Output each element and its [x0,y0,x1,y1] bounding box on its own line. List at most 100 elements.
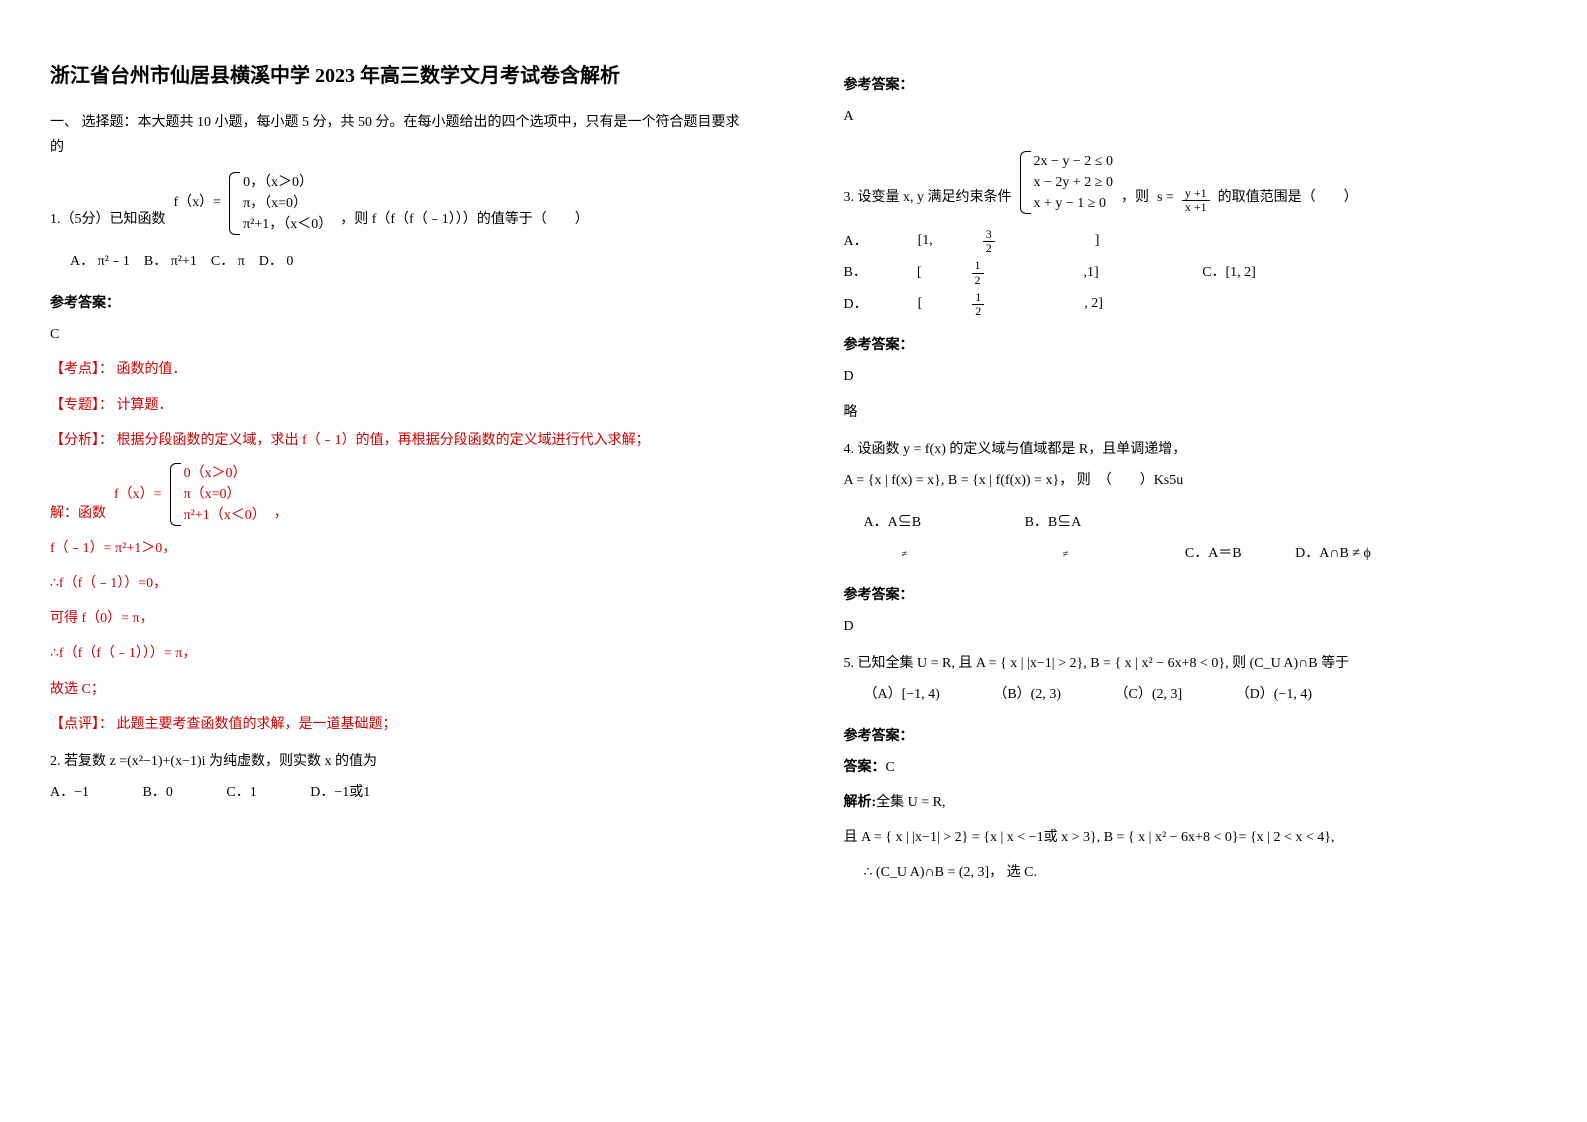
q1-piece3: π²+1，（x＜0） [243,214,332,235]
q3-optD-den: 2 [972,305,984,318]
q3-prefix: 3. 设变量 x, y 满足约束条件 [844,183,1012,214]
q1-answer-letter: C [50,322,744,347]
q1-answer-label: 参考答案： [50,292,744,312]
q5-answer-row: 答案：C [844,755,1538,780]
q3-optA-pre: A． [844,227,868,258]
q3-optC: C．[1, 2] [1202,258,1256,289]
q3-optD-l: [ [918,289,923,320]
q5-answer: C [886,760,895,775]
q2-options: A．−1 B．0 C．1 D．−1或1 [50,778,744,809]
q3-optB-pre: B． [844,258,867,289]
q4-answer-label: 参考答案： [844,584,1538,604]
question-2: 2. 若复数 z =(x²−1)+(x−1)i 为纯虚数，则实数 x 的值为 A… [50,747,744,809]
q4-optB-sub: ≠ [1063,544,1069,566]
q1-prefix: 1.（5分）已知函数 [50,205,166,236]
q5-optD: （D）(−1, 4) [1236,680,1312,711]
q3-optD-pre: D． [844,290,868,321]
q3-optA-den: 2 [983,242,995,255]
q3-optD-num: 1 [972,291,984,305]
q3-optA-r: ] [1095,226,1100,257]
q1-sol-line1: f（﹣1）= π²+1＞0， [50,536,744,561]
q3-optD: D． [12 , 2] [844,289,1153,320]
q3-constraints: 2x − y − 2 ≤ 0 x − 2y + 2 ≥ 0 x + y − 1 … [1020,151,1113,214]
q1-suffix: ，则 f（f（f（﹣1）））的值等于（ ） [340,205,589,236]
q4-answer: D [844,614,1538,639]
q3-options: A．[1,32] B．[12,1] C．[1, 2] D．[12, 2] [844,226,1538,320]
q1-sol-suffix: ， [274,501,288,526]
question-4: 4. 设函数 y = f(x) 的定义域与值域都是 R，且单调递增， A = {… [844,435,1538,570]
q1-topic: 【专题】： 计算题． [50,393,744,418]
q1-options: A． π²﹣1 B． π²+1 C． π D． 0 [70,247,744,278]
q1-topic-text: 计算题． [113,398,173,413]
q5-optC: （C）(2, 3] [1115,680,1183,711]
q1-review-text: 此题主要考查函数值的求解，是一道基础题； [113,717,397,732]
q3-optD-frac: 12 [972,291,1034,318]
q3-optB-r: ,1] [1084,258,1099,289]
q2-answer-label: 参考答案： [844,74,1538,94]
q3-optA: A．[1,32] [844,226,1150,257]
q5-expl-label: 解析: [844,795,877,810]
q3-s-frac: y +1 x +1 [1182,187,1210,214]
q3-optB-den: 2 [972,274,984,287]
q1-point-label: 【考点】： [50,362,113,377]
q3-optD-r: , 2] [1084,289,1103,320]
q1-analysis: 【分析】： 根据分段函数的定义域，求出 f（﹣1）的值，再根据分段函数的定义域进… [50,428,744,453]
q1-piece2: π，（x=0） [243,193,332,214]
left-column: 浙江省台州市仙居县横溪中学 2023 年高三数学文月考试卷含解析 一、 选择题：… [0,0,794,1122]
q1-point-text: 函数的值． [113,362,187,377]
q5-expl: 解析:全集 U = R, [844,790,1538,815]
q4-optB: B．B⊆A ≠ [1025,508,1132,570]
q3-s-eq: s = [1157,183,1174,214]
q2-optB: B．0 [143,778,173,809]
q4-text2: A = {x | f(x) = x}, B = {x | f(f(x)) = x… [844,466,1538,497]
q3-optB-l: [ [917,258,922,289]
q3-suffix: 的取值范围是（ ） [1218,183,1358,214]
q3-omit: 略 [844,400,1538,425]
q5-text: 5. 已知全集 U = R, 且 A = { x | |x−1| > 2}, B… [844,649,1538,680]
q1-review: 【点评】： 此题主要考查函数值的求解，是一道基础题； [50,712,744,737]
q2-optA: A．−1 [50,778,89,809]
q4-optC: C．A＝B [1185,539,1242,570]
q3-optA-num: 3 [983,228,995,242]
q3-c2: x − 2y + 2 ≥ 0 [1034,172,1113,193]
section-header: 一、 选择题：本大题共 10 小题，每小题 5 分，共 50 分。在每小题给出的… [50,110,744,160]
q5-answer-label: 参考答案： [844,725,1538,745]
q1-piece1: 0，（x＞0） [243,172,332,193]
q5-options: （A）[−1, 4) （B）(2, 3) （C）(2, 3] （D）(−1, 4… [864,680,1538,711]
q5-expl2: 且 A = { x | |x−1| > 2} = {x | x < −1或 x … [844,825,1538,850]
q1-analysis-label: 【分析】： [50,433,113,448]
q3-optB: B．[12,1] [844,258,1149,289]
q1-fx-label: f（x）= [174,188,222,219]
q1-sol-line2: ∴f（f（﹣1））=0， [50,571,744,596]
q4-optB-main: B．B⊆A [1025,508,1082,539]
q4-optA-main: A．A⊆B [864,508,922,539]
q1-sol-line5: 故选 C； [50,677,744,702]
q5-expl3: ∴ (C_U A)∩B = (2, 3]， 选 C. [864,860,1538,885]
q4-optA-sub: ≠ [902,544,908,566]
q1-sol-piecewise: 0（x＞0） π（x=0） π²+1（x＜0） [170,463,266,526]
q1-sol-line4: ∴f（f（f（﹣1）））= π， [50,641,744,666]
q2-optC: C．1 [226,778,256,809]
question-1: 1.（5分）已知函数 f（x）= 0，（x＞0） π，（x=0） π²+1，（x… [50,172,744,278]
q5-ans-label: 答案： [844,760,886,775]
q1-sol-piece2: π（x=0） [184,484,266,505]
q4-options: A．A⊆B ≠ B．B⊆A ≠ C．A＝B D．A∩B ≠ ϕ [864,508,1538,570]
q1-topic-label: 【专题】： [50,398,113,413]
question-5: 5. 已知全集 U = R, 且 A = { x | |x−1| > 2}, B… [844,649,1538,711]
q3-answer: D [844,364,1538,389]
q3-c1: 2x − y − 2 ≤ 0 [1034,151,1113,172]
q3-optA-frac: 32 [983,228,1045,255]
q4-optD: D．A∩B ≠ ϕ [1295,539,1371,570]
q3-s-num: y +1 [1182,187,1210,201]
q1-analysis-text: 根据分段函数的定义域，求出 f（﹣1）的值，再根据分段函数的定义域进行代入求解； [113,433,650,448]
q1-point: 【考点】： 函数的值． [50,357,744,382]
q3-c3: x + y − 1 ≥ 0 [1034,193,1113,214]
q3-answer-label: 参考答案： [844,334,1538,354]
q2-text: 2. 若复数 z =(x²−1)+(x−1)i 为纯虚数，则实数 x 的值为 [50,747,744,778]
q1-sol-line3: 可得 f（0）= π， [50,606,744,631]
q4-optA: A．A⊆B ≠ [864,508,972,570]
q1-sol-fx-label: f（x）= [114,482,162,507]
q5-optB: （B）(2, 3) [993,680,1061,711]
q2-optD: D．−1或1 [310,778,370,809]
q3-s-den: x +1 [1182,201,1210,214]
